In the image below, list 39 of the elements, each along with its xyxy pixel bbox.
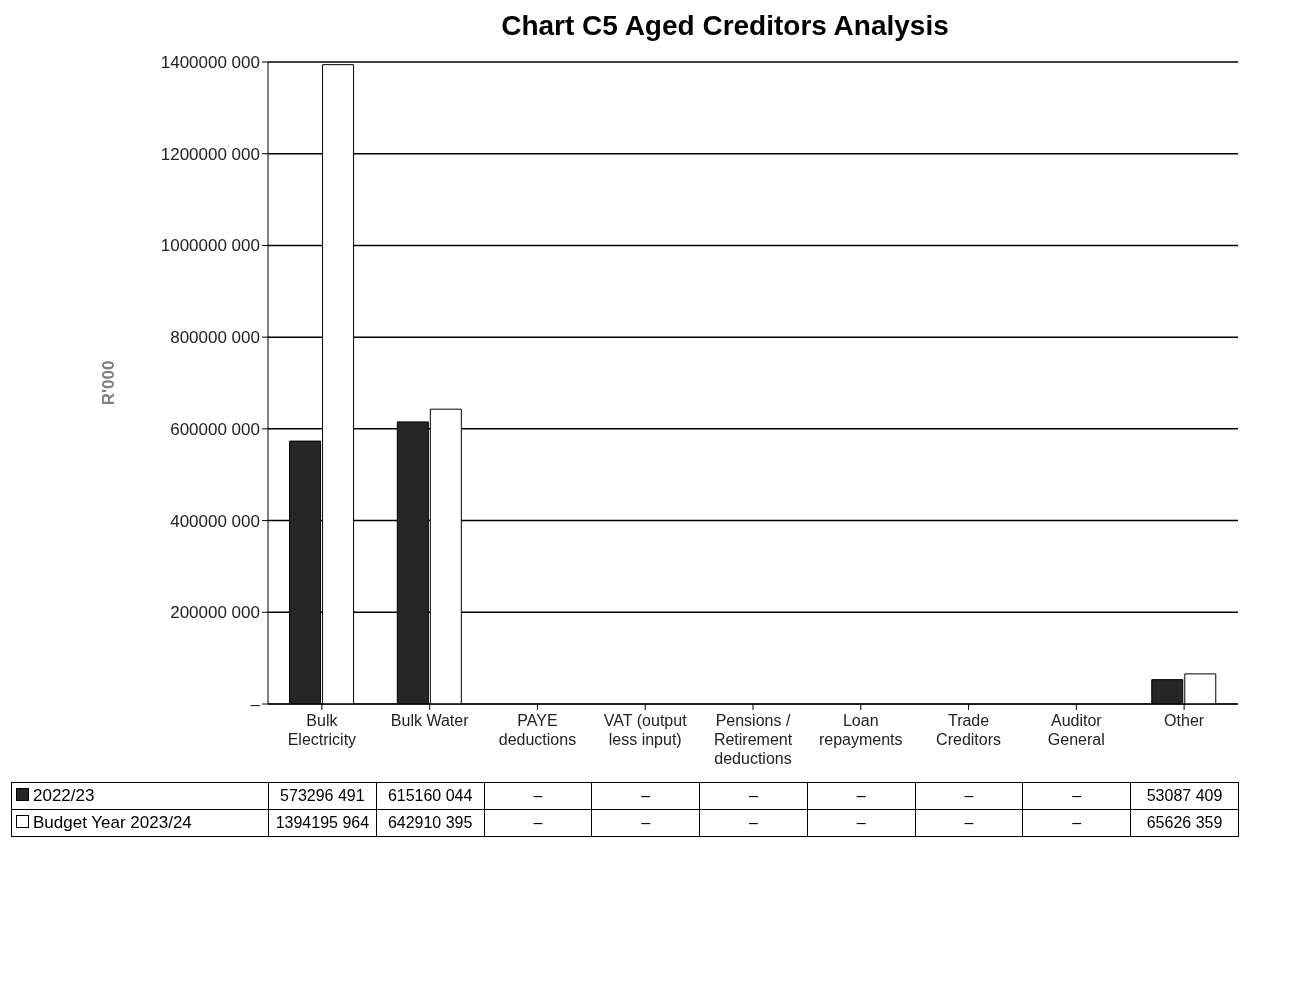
data-label: – (807, 809, 916, 837)
x-tick-label: Pensions / Retirement deductions (713, 712, 793, 767)
y-tick-label: 1200000 000 (160, 144, 260, 164)
y-tick-label: 200000 000 (170, 603, 260, 623)
x-tick-label: Trade Creditors (936, 712, 1002, 748)
data-label: – (699, 782, 808, 810)
data-label: 53087 409 (1130, 782, 1239, 810)
data-label: – (1022, 782, 1131, 810)
data-label: – (699, 809, 808, 837)
data-label: – (915, 782, 1023, 810)
data-label: – (915, 809, 1023, 837)
y-tick-label: – (250, 695, 261, 715)
y-axis-title: R'000 (99, 360, 119, 406)
y-tick-label: 1400000 000 (160, 53, 260, 73)
data-label: – (591, 809, 700, 837)
x-tick-label: Other (1164, 712, 1205, 729)
legend-label: Budget Year 2023/24 (11, 809, 269, 837)
data-label: – (591, 782, 700, 810)
data-label: 65626 359 (1130, 809, 1239, 837)
x-tick-label: Loan repayments (818, 712, 903, 748)
data-label: 642910 395 (376, 809, 485, 837)
y-tick-label: 1000000 000 (160, 236, 260, 256)
y-tick-label: 600000 000 (170, 419, 260, 439)
y-tick-label: 800000 000 (170, 328, 260, 348)
data-label: – (484, 782, 592, 810)
chart-title: Chart C5 Aged Creditors Analysis (500, 10, 950, 42)
data-label: – (484, 809, 592, 837)
x-tick-label: Bulk Electricity (287, 712, 357, 748)
data-label: – (1022, 809, 1131, 837)
x-tick-label: Auditor General (1047, 712, 1105, 748)
x-tick-label: Bulk Water (390, 712, 470, 729)
legend-label: 2022/23 (11, 782, 269, 810)
data-label: 1394195 964 (268, 809, 377, 837)
y-tick-label: 400000 000 (170, 511, 260, 531)
x-tick-label: PAYE deductions (498, 712, 577, 748)
x-tick-label: VAT (output less input) (603, 712, 688, 748)
data-label: 573296 491 (268, 782, 377, 810)
data-label: – (807, 782, 916, 810)
data-label: 615160 044 (376, 782, 485, 810)
